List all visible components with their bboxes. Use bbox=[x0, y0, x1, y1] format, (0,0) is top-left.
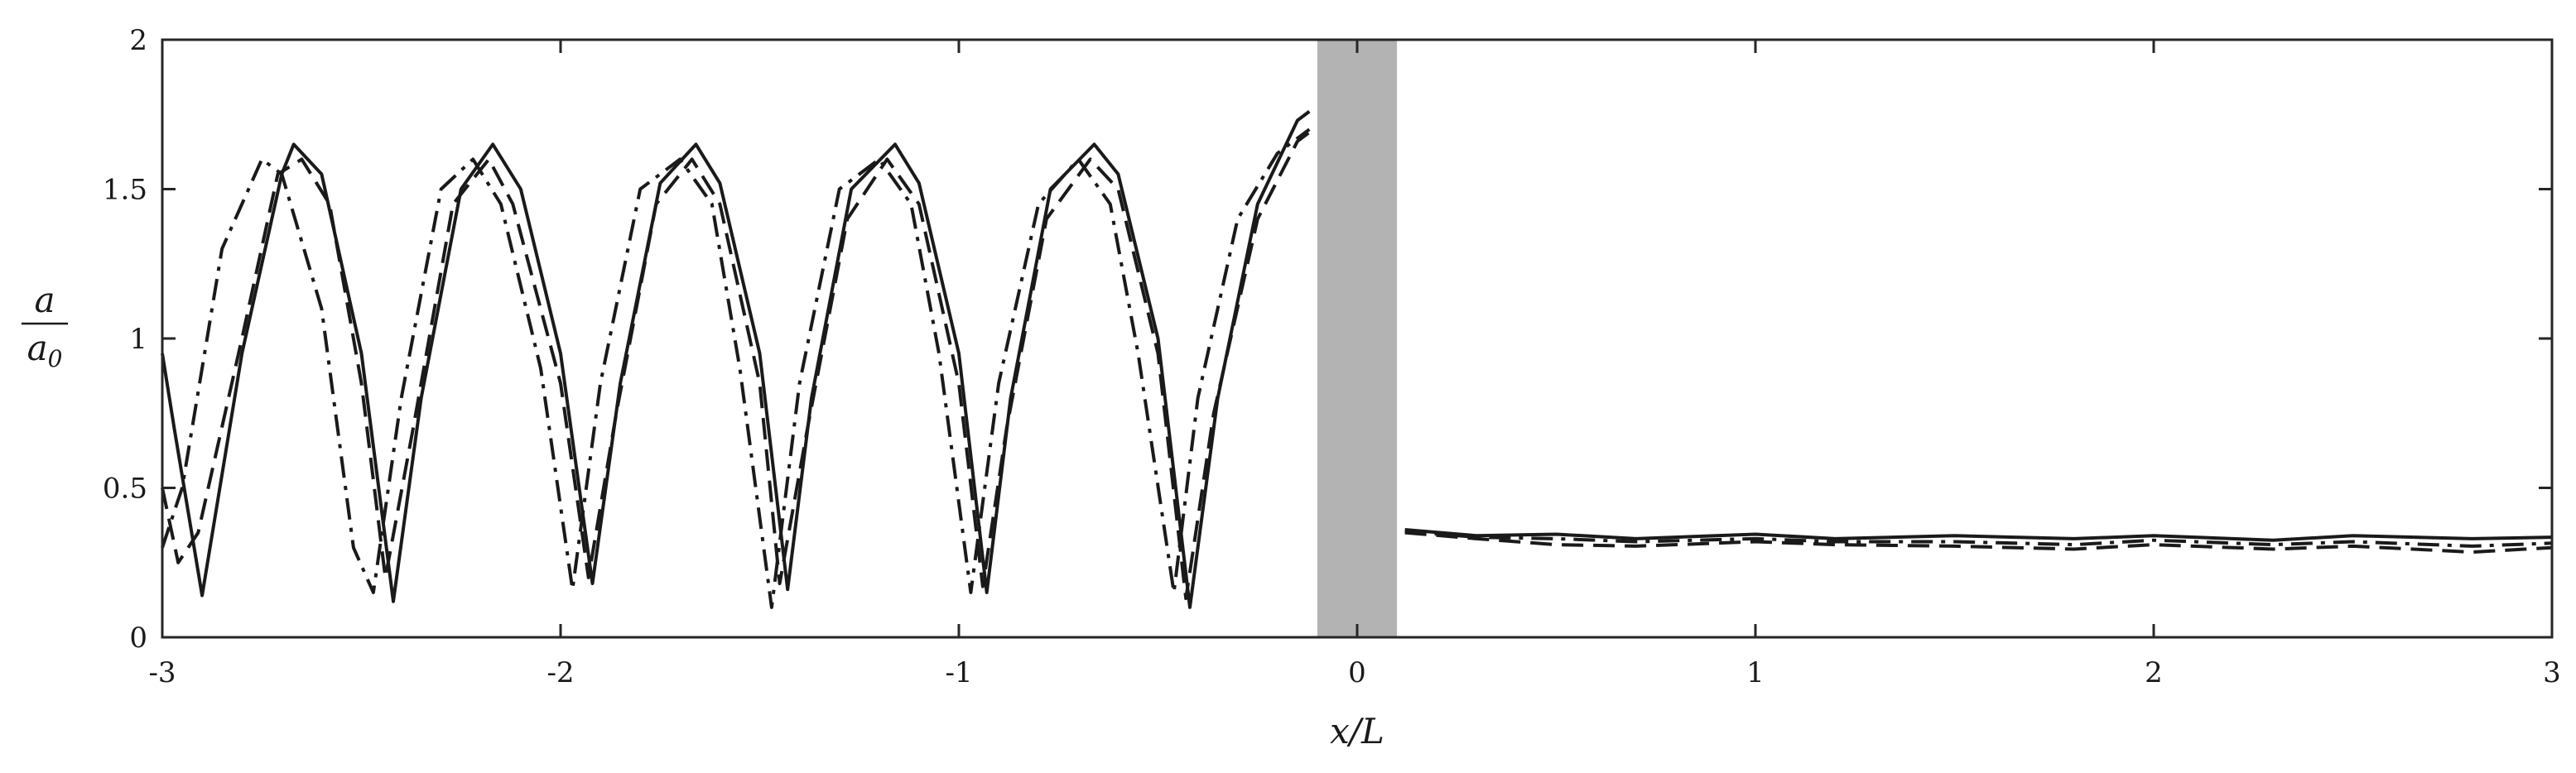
series-line-4 bbox=[1404, 528, 2553, 542]
series-layer bbox=[161, 110, 2553, 609]
y-tick-label: 0.5 bbox=[103, 473, 147, 506]
series-line-3 bbox=[161, 127, 1311, 609]
x-tick-label: 1 bbox=[1746, 656, 1765, 689]
x-axis-label: x/L bbox=[1330, 711, 1384, 751]
y-tick-label: 0 bbox=[129, 622, 147, 655]
x-tick-label: 2 bbox=[2145, 656, 2163, 689]
series-line-2 bbox=[161, 131, 1311, 601]
series-line-6 bbox=[1404, 529, 2553, 548]
x-tick-label: -2 bbox=[546, 656, 574, 689]
x-tick-label: 3 bbox=[2543, 656, 2561, 689]
series-line-5 bbox=[1404, 531, 2553, 555]
y-tick-label: 1 bbox=[129, 323, 147, 356]
x-tick-label: 0 bbox=[1348, 656, 1366, 689]
series-line-1 bbox=[161, 110, 1311, 609]
y-axis-label: a a0 bbox=[22, 280, 68, 372]
y-axis-label-numerator: a bbox=[34, 280, 55, 320]
y-tick-label: 1.5 bbox=[103, 174, 147, 207]
plot-frame bbox=[161, 38, 2554, 639]
shaded-region bbox=[1317, 40, 1398, 637]
y-tick-label: 2 bbox=[129, 24, 147, 57]
x-tick-label: -1 bbox=[945, 656, 972, 689]
y-axis-label-denominator-base: a bbox=[27, 328, 48, 368]
y-axis-label-denominator-sub: 0 bbox=[48, 345, 63, 372]
x-tick-label: -3 bbox=[148, 656, 176, 689]
shaded-region-layer bbox=[1317, 40, 1398, 637]
tick-layer: -3 -2 -1 0 1 2 3 0 0.5 1 1.5 2 bbox=[103, 24, 2561, 689]
y-axis-label-denominator: a0 bbox=[27, 328, 63, 372]
